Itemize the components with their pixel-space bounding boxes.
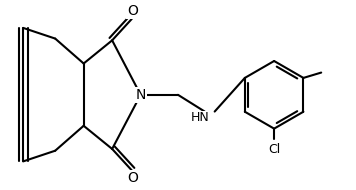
- Text: O: O: [127, 171, 138, 185]
- Text: Cl: Cl: [268, 143, 280, 156]
- Text: HN: HN: [191, 112, 210, 124]
- Text: O: O: [127, 4, 138, 18]
- Text: N: N: [135, 88, 146, 102]
